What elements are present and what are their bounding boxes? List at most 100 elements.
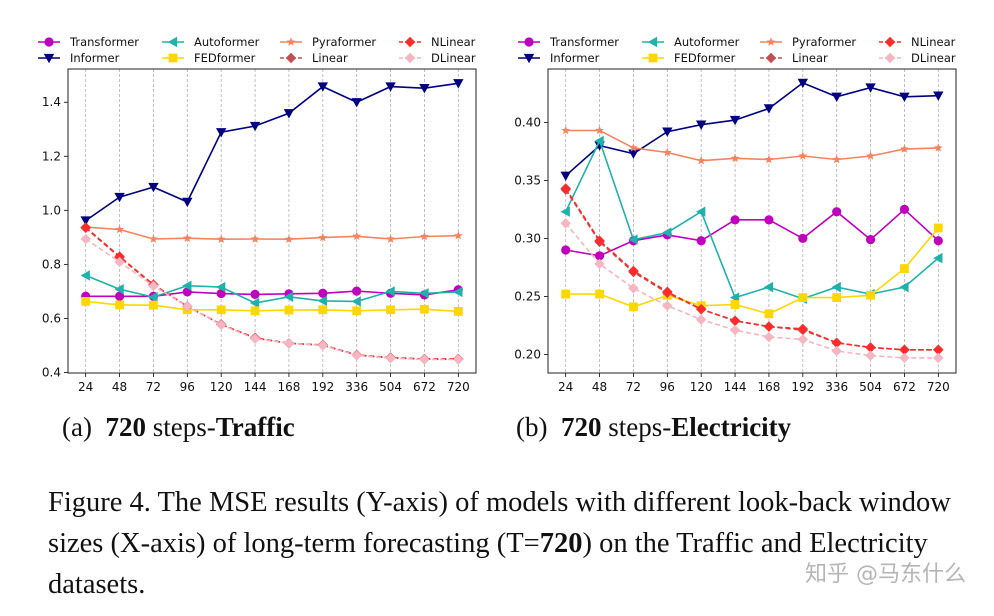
legend-item-nlinear: NLinear [879, 35, 956, 49]
data-point-pyraformer [352, 231, 362, 240]
x-tick-label: 72 [146, 380, 161, 394]
x-tick-label: 48 [112, 380, 127, 394]
x-tick-label: 192 [791, 380, 814, 394]
caption-text-2: ) on the Traffic and Electricity dataset… [48, 528, 928, 600]
legend-item-pyraformer: Pyraformer [280, 35, 376, 49]
data-point-dlinear [729, 324, 741, 336]
data-point-informer [317, 82, 329, 92]
plot-frame [547, 68, 957, 374]
data-point-dlinear [148, 280, 159, 292]
series-line-transformer [565, 208, 939, 257]
legend-marker [44, 37, 54, 47]
x-tick-label: 168 [277, 380, 300, 394]
data-point-pyraformer [595, 125, 604, 135]
x-tick-label: 192 [311, 380, 334, 394]
legend-label: Pyraformer [312, 35, 376, 49]
data-point-informer [283, 109, 295, 119]
data-point-dlinear [249, 333, 261, 344]
x-tick-label: 48 [592, 380, 607, 394]
legend-item-transformer: Transformer [518, 35, 619, 49]
data-point-dlinear [594, 258, 605, 270]
x-tick-label: 672 [893, 380, 916, 394]
data-point-pyraformer [453, 231, 463, 240]
data-point-fedformer [149, 300, 158, 310]
data-point-pyraformer [250, 234, 260, 243]
legend-item-dlinear: DLinear [879, 51, 956, 65]
data-point-fedformer [933, 223, 943, 233]
legend-label: DLinear [431, 51, 476, 65]
y-tick-label: 0.40 [514, 115, 541, 129]
caption-bold: 720 [539, 528, 583, 559]
data-point-pyraformer [730, 153, 740, 163]
legend-label: NLinear [911, 35, 956, 49]
data-point-informer [831, 92, 842, 103]
data-point-dlinear [560, 218, 571, 229]
x-tick-label: 168 [757, 380, 780, 394]
series-informer [560, 78, 944, 181]
y-tick-label: 0.8 [42, 257, 61, 271]
data-point-transformer [764, 215, 774, 225]
data-point-autoformer [114, 284, 124, 295]
series-line-autoformer [85, 274, 459, 304]
legend-label: FEDformer [194, 51, 256, 65]
legend-label: NLinear [431, 35, 476, 49]
data-point-dlinear [628, 283, 639, 294]
data-point-autoformer [317, 295, 327, 307]
data-point-pyraformer [832, 154, 842, 164]
subcaption-b: (b) 720 steps-Electricity [516, 412, 791, 443]
data-point-nlinear [114, 251, 125, 262]
legend-label: Autoformer [674, 35, 740, 49]
x-tick-label: 120 [210, 380, 233, 394]
data-point-transformer [865, 234, 876, 245]
subcaption-a: (a) 720 steps-Traffic [62, 412, 295, 443]
legend-marker [404, 36, 416, 48]
data-point-fedformer [284, 305, 294, 315]
data-point-autoformer [249, 297, 260, 309]
data-point-informer [148, 182, 159, 193]
series-autoformer [80, 270, 463, 309]
legend-label: Pyraformer [792, 35, 856, 49]
legend-item-pyraformer: Pyraformer [760, 35, 856, 49]
legend-marker [647, 36, 658, 48]
legend-item-transformer: Transformer [38, 35, 139, 49]
y-tick-label: 0.30 [514, 231, 541, 245]
series-line-fedformer [565, 227, 939, 315]
legend-marker [884, 36, 896, 48]
data-point-fedformer [386, 305, 395, 315]
data-point-pyraformer [629, 143, 638, 152]
subcaption-a-label: (a) [62, 412, 92, 442]
x-tick-label: 144 [724, 380, 747, 394]
legend-label: Linear [792, 51, 828, 65]
data-point-autoformer [695, 206, 706, 217]
x-tick-label: 504 [859, 380, 882, 394]
data-point-dlinear [385, 352, 396, 364]
x-tick-label: 672 [413, 380, 436, 394]
data-point-dlinear [797, 334, 809, 345]
x-tick-label: 120 [690, 380, 713, 394]
data-point-nlinear [831, 337, 842, 349]
series-dlinear [560, 218, 944, 364]
series-line-informer [85, 82, 459, 222]
data-point-autoformer [453, 286, 463, 298]
data-point-informer [662, 127, 673, 137]
legend-label: FEDformer [674, 51, 736, 65]
data-point-autoformer [148, 291, 158, 303]
legend-item-informer: Informer [38, 51, 120, 65]
data-point-pyraformer [696, 156, 706, 165]
data-point-autoformer [419, 288, 429, 299]
data-point-fedformer [318, 305, 328, 315]
data-point-dlinear [419, 354, 430, 365]
x-tick-label: 336 [825, 380, 848, 394]
legend-item-linear: Linear [280, 51, 348, 65]
data-point-transformer [594, 251, 605, 261]
data-point-transformer [114, 291, 125, 301]
data-point-pyraformer [900, 144, 909, 153]
data-point-fedformer [250, 306, 260, 316]
series-line-pyraformer [85, 226, 459, 241]
data-point-pyraformer [216, 234, 226, 243]
data-point-autoformer [662, 227, 672, 238]
legend-label: Informer [70, 51, 120, 65]
figure-caption: Figure 4. The MSE results (Y-axis) of mo… [48, 482, 968, 605]
data-point-fedformer [561, 289, 571, 299]
data-point-informer [763, 104, 775, 114]
